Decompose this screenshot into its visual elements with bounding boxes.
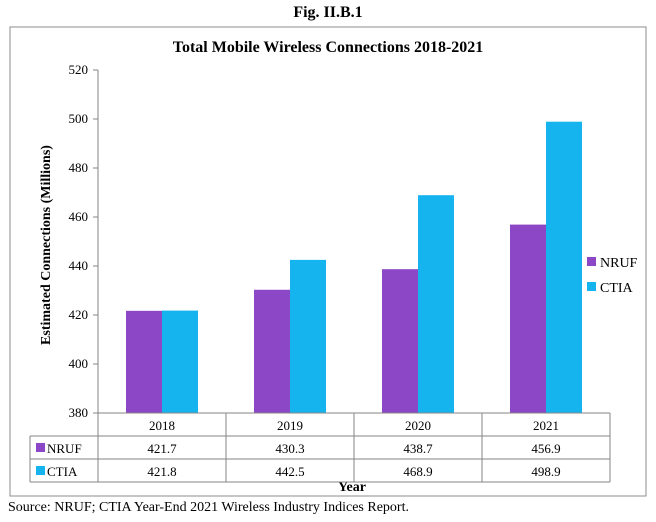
legend-label-nruf: NRUF	[600, 256, 638, 271]
y-tick-label: 500	[69, 111, 89, 126]
legend-label-ctia: CTIA	[600, 281, 634, 296]
chart-title: Total Mobile Wireless Connections 2018-2…	[173, 39, 484, 56]
y-tick-label: 480	[69, 160, 89, 175]
bar-nruf-2019	[254, 289, 290, 413]
table-cell-value: 430.3	[275, 441, 304, 456]
x-axis-title: Year	[338, 480, 366, 495]
bar-ctia-2020	[418, 195, 454, 413]
source-note: Source: NRUF; CTIA Year-End 2021 Wireles…	[8, 500, 409, 515]
bar-ctia-2018	[162, 310, 198, 413]
bar-ctia-2021	[546, 121, 582, 413]
figure-caption: Fig. II.B.1	[293, 4, 363, 21]
table-cell-value: 421.8	[147, 464, 176, 479]
y-tick-label: 420	[69, 307, 89, 322]
x-tick-label: 2020	[405, 418, 431, 433]
table-series-name: CTIA	[47, 464, 78, 479]
bar-nruf-2021	[510, 224, 546, 413]
table-legend-key	[36, 443, 45, 452]
table-cell-value: 498.9	[531, 464, 560, 479]
y-tick-label: 520	[69, 62, 89, 77]
table-legend-key	[36, 466, 45, 475]
x-tick-label: 2021	[533, 418, 559, 433]
table-cell-value: 456.9	[531, 441, 560, 456]
table-cell-value: 442.5	[275, 464, 304, 479]
y-axis: 380 400 420 440 460 480 500 520	[69, 62, 99, 420]
x-tick-label: 2018	[149, 418, 175, 433]
bar-ctia-2019	[290, 259, 326, 413]
table-cell-value: 468.9	[403, 464, 432, 479]
data-table: 2018 2019 2020 2021 NRUF 421.7 430.3 438.7 456.9…	[29, 412, 611, 483]
table-series-name: NRUF	[47, 441, 82, 456]
bars-group	[126, 121, 582, 413]
y-tick-label: 440	[69, 258, 89, 273]
table-cell-value: 421.7	[147, 441, 177, 456]
y-tick-label: 460	[69, 209, 89, 224]
table-cell-value: 438.7	[403, 441, 433, 456]
legend-swatch-nruf	[587, 257, 596, 266]
y-tick-label: 400	[69, 356, 89, 371]
x-tick-label: 2019	[277, 418, 303, 433]
y-tick-label: 380	[69, 405, 89, 420]
legend-swatch-ctia	[587, 282, 596, 291]
y-axis-title: Estimated Connections (Millions)	[39, 145, 54, 345]
legend: NRUF CTIA	[587, 256, 638, 296]
bar-nruf-2018	[126, 310, 162, 413]
bar-nruf-2020	[382, 269, 418, 413]
bar-chart: Total Mobile Wireless Connections 2018-2…	[9, 26, 647, 497]
